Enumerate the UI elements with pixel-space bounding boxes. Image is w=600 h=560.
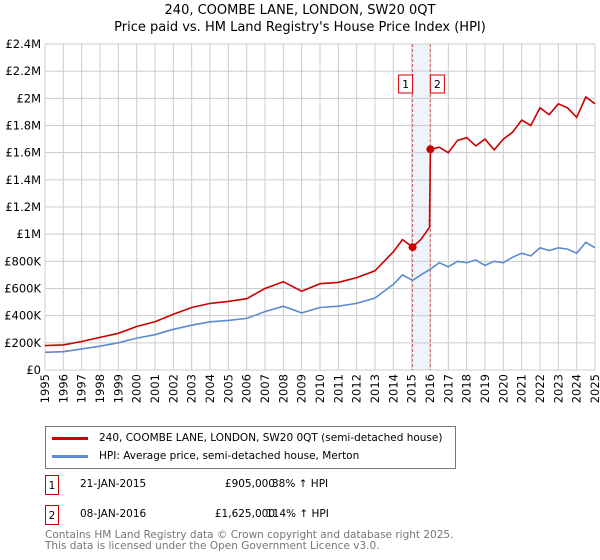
x-tick-label: 2019 <box>478 374 492 403</box>
x-tick-label: 2005 <box>221 374 235 403</box>
x-tick-label: 2004 <box>203 374 217 403</box>
x-tick-label: 1996 <box>56 374 70 403</box>
x-tick-label: 2011 <box>331 374 345 403</box>
footer-line: Contains HM Land Registry data © Crown c… <box>45 529 454 541</box>
legend-label: HPI: Average price, semi-detached house,… <box>99 450 360 462</box>
x-tick-label: 2016 <box>423 374 437 403</box>
sale-label: 2 <box>434 78 441 91</box>
x-tick-label: 2023 <box>551 374 565 403</box>
transaction-marker: 2 <box>45 505 59 525</box>
price-chart: £0 £200K £400K £600K £800K £1M £1.2M £1.4M £1.6M… <box>4 37 600 403</box>
y-tick-label: £0 <box>26 363 41 377</box>
y-tick-label: £1.6M <box>5 146 41 160</box>
x-tick-label: 2000 <box>130 374 144 403</box>
transaction-hpi: 114% ↑ HPI <box>266 508 329 520</box>
x-tick-label: 2008 <box>276 374 290 403</box>
x-tick-label: 2013 <box>368 374 382 403</box>
footer-line: This data is licensed under the Open Gov… <box>45 540 380 552</box>
x-tick-label: 2007 <box>258 374 272 403</box>
transaction-date: 21-JAN-2015 <box>80 478 147 490</box>
x-tick-label: 2021 <box>515 374 529 403</box>
sale-point <box>426 145 435 154</box>
x-tick-label: 2009 <box>295 374 309 403</box>
y-tick-label: £1.2M <box>5 200 41 214</box>
y-tick-label: £2M <box>16 91 41 105</box>
x-tick-label: 2001 <box>148 374 162 403</box>
footer: Contains HM Land Registry data © Crown c… <box>45 530 453 552</box>
transaction-row: 2 08-JAN-2016 £1,625,000 114% ↑ HPI <box>45 505 445 525</box>
y-tick-label: £1M <box>16 227 41 241</box>
x-tick-label: 1995 <box>38 374 52 403</box>
transaction-hpi: 38% ↑ HPI <box>272 478 329 490</box>
x-tick-label: 2003 <box>185 374 199 403</box>
legend-item-property: 240, COOMBE LANE, LONDON, SW20 0QT (semi… <box>52 432 442 444</box>
transaction-price: £1,625,000 <box>214 508 275 520</box>
x-tick-label: 2014 <box>386 374 400 403</box>
y-tick-label: £2.4M <box>5 37 41 51</box>
sale-label-box <box>429 74 445 94</box>
y-tick-label: £1.8M <box>5 119 41 133</box>
x-tick-label: 2002 <box>166 374 180 403</box>
y-tick-label: £600K <box>4 282 41 296</box>
legend-label: 240, COOMBE LANE, LONDON, SW20 0QT (semi… <box>99 432 443 444</box>
legend-item-hpi: HPI: Average price, semi-detached house,… <box>52 450 359 462</box>
transaction-row: 1 21-JAN-2015 £905,000 38% ↑ HPI <box>45 475 445 495</box>
sale-point <box>408 243 417 252</box>
legend: 240, COOMBE LANE, LONDON, SW20 0QT (semi… <box>45 426 456 469</box>
chart-title: 240, COOMBE LANE, LONDON, SW20 0QT <box>164 3 436 18</box>
x-tick-label: 2017 <box>441 374 455 403</box>
x-tick-label: 2006 <box>240 374 254 403</box>
x-tick-label: 2012 <box>350 374 364 403</box>
x-tick-label: 2025 <box>588 374 600 403</box>
y-tick-label: £2.2M <box>5 64 41 78</box>
transaction-date: 08-JAN-2016 <box>80 508 147 520</box>
x-tick-label: 1999 <box>111 374 125 403</box>
hpi-line <box>44 241 596 354</box>
sale-label: 1 <box>402 78 409 91</box>
x-tick-label: 2015 <box>405 374 419 403</box>
x-tick-label: 2018 <box>460 374 474 403</box>
x-tick-label: 2020 <box>496 374 510 403</box>
y-tick-label: £1.4M <box>5 173 41 187</box>
x-tick-label: 1998 <box>93 374 107 403</box>
x-tick-label: 2024 <box>570 374 584 403</box>
y-tick-label: £800K <box>4 254 41 268</box>
x-tick-label: 1997 <box>75 374 89 403</box>
x-tick-label: 2010 <box>313 374 327 403</box>
x-tick-label: 2022 <box>533 374 547 403</box>
legend-swatch <box>52 454 88 458</box>
legend-swatch <box>52 436 88 440</box>
transaction-marker: 1 <box>45 475 59 495</box>
chart-subtitle: Price paid vs. HM Land Registry's House … <box>114 20 486 35</box>
sale-label-box <box>398 74 414 94</box>
transaction-price: £905,000 <box>224 478 275 490</box>
y-tick-label: £400K <box>4 309 41 323</box>
y-tick-label: £200K <box>4 336 41 350</box>
